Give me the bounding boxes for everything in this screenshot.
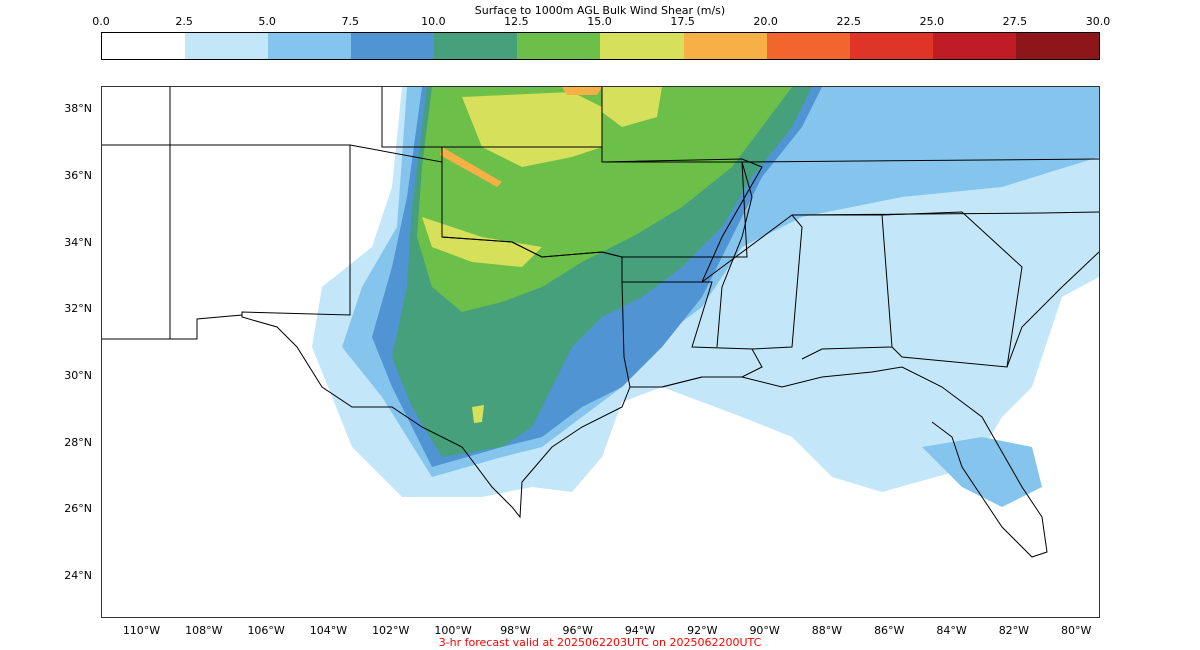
- colorbar-bin-3: [351, 33, 435, 59]
- gulf-coast: [630, 366, 1048, 558]
- longitude-label: 80°W: [1061, 624, 1092, 637]
- colorbar-tick-label: 12.5: [504, 15, 529, 28]
- shear-zone-florida: [922, 437, 1042, 507]
- longitude-label: 92°W: [687, 624, 718, 637]
- colorbar-bin-8: [766, 33, 850, 59]
- tennessee-south: [791, 211, 1099, 216]
- state-boundaries: [102, 87, 1099, 558]
- colorbar-bin-2: [268, 33, 352, 59]
- latitude-label: 32°N: [64, 302, 92, 316]
- longitude-label: 86°W: [874, 624, 905, 637]
- longitude-label: 96°W: [562, 624, 593, 637]
- colorbar-ticks: 0.0 2.5 5.0 7.5 10.0 12.5 15.0 17.5 20.0 22.5 25.0…: [0, 15, 1200, 29]
- shear-zone-15-17-5-c: [422, 217, 542, 267]
- colorbar-bin-1: [185, 33, 269, 59]
- longitude-label: 82°W: [998, 624, 1030, 637]
- latitude-label: 34°N: [64, 235, 92, 249]
- new-mexico-border: [169, 87, 243, 340]
- latitude-label: 26°N: [64, 502, 92, 516]
- shear-zone-17-5-20-b: [562, 87, 602, 95]
- wind-shear-map: [102, 87, 1099, 558]
- longitude-label: 102°W: [372, 624, 410, 637]
- latitude-label: 36°N: [64, 169, 92, 182]
- tennessee-kentucky: [741, 158, 1099, 163]
- colorbar-title: Surface to 1000m AGL Bulk Wind Shear (m/…: [474, 4, 726, 17]
- latitude-label: 38°N: [64, 102, 92, 116]
- forecast-caption: 3-hr forecast valid at 2025062203UTC on …: [438, 636, 762, 649]
- colorbar-tick-label: 7.5: [341, 15, 360, 28]
- longitude-label: 88°W: [811, 624, 843, 637]
- latitude-label: 30°N: [64, 369, 92, 382]
- latitude-label: 24°N: [64, 569, 92, 582]
- colorbar-tick-label: 25.0: [919, 15, 945, 28]
- wind-shear-field: [312, 87, 1099, 507]
- longitude-label: 104°W: [309, 624, 348, 637]
- colorbar-bin-11: [1015, 33, 1099, 59]
- georgia-border: [881, 211, 1023, 368]
- shear-zone-15-17-5: [462, 92, 602, 167]
- colorbar-bin-0: [102, 33, 186, 59]
- colorbar-tick-label: 5.0: [258, 15, 276, 28]
- colorbar-bin-5: [517, 33, 601, 59]
- colorbar-bin-10: [932, 33, 1016, 59]
- longitude-label: 110°W: [122, 624, 161, 637]
- colorbar-tick-label: 2.5: [175, 15, 193, 28]
- map-panel[interactable]: [101, 86, 1100, 618]
- colorbar: [101, 32, 1100, 60]
- colorbar-bin-9: [849, 33, 933, 59]
- kansas-border: [381, 87, 603, 148]
- colorbar-bin-7: [683, 33, 767, 59]
- colorbar-tick-label: 27.5: [1002, 15, 1028, 28]
- colorbar-tick-label: 17.5: [670, 15, 695, 28]
- longitude-label: 90°W: [749, 624, 780, 637]
- colorbar-tick-label: 15.0: [587, 15, 612, 28]
- colorbar-tick-label: 20.0: [753, 15, 778, 28]
- shear-zone-south-tx: [432, 387, 492, 437]
- colorbar-bin-4: [434, 33, 518, 59]
- latitude-label: 28°N: [64, 435, 92, 449]
- shear-zone-south-tx-yellow: [472, 405, 484, 423]
- longitude-label: 100°W: [434, 624, 472, 637]
- longitude-label: 94°W: [624, 624, 656, 637]
- longitude-label: 106°W: [247, 624, 285, 637]
- colorbar-tick-label: 22.5: [836, 15, 862, 28]
- longitude-label: 98°W: [500, 624, 531, 637]
- colorbar-tick-label: 10.0: [421, 15, 446, 28]
- mississippi-alabama: [701, 214, 803, 350]
- longitude-label: 84°W: [936, 624, 967, 637]
- colorbar-tick-label: 0.0: [92, 15, 110, 28]
- shear-zone-15-17-5-b: [602, 87, 662, 127]
- longitude-label: 108°W: [185, 624, 223, 637]
- colorbar-bin-6: [600, 33, 684, 59]
- oklahoma-border: [441, 146, 748, 258]
- atlantic-coast: [1006, 251, 1099, 368]
- shear-zone-17-5-20: [440, 147, 502, 187]
- mississippi-river: [716, 161, 753, 348]
- colorbar-tick-label: 30.0: [1085, 15, 1111, 28]
